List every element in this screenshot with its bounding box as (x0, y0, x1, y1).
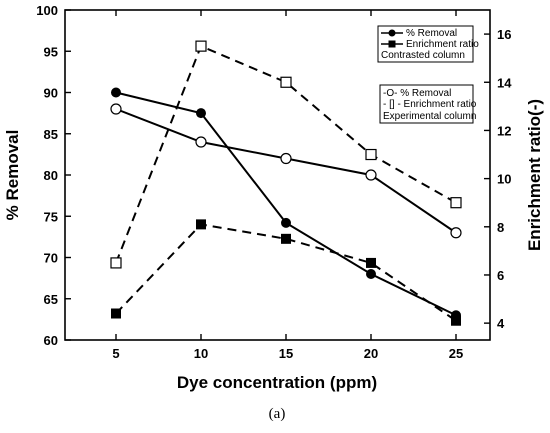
data-point-filled-circle (111, 87, 121, 98)
data-point-open-circle (280, 152, 292, 165)
axis-ticks: 5 10 15 20 25 60 65 70 75 80 85 90 95 100 4 6 8 10 12 14 16 (36, 3, 512, 361)
y-tick-label: 65 (44, 292, 58, 307)
y-tick-label: 85 (44, 127, 58, 142)
data-point-open-square (280, 76, 292, 88)
data-point-filled-square (111, 308, 121, 319)
x-tick-label: 25 (449, 346, 463, 361)
data-point-filled-square (366, 257, 376, 268)
legend-marker-filled-circle (388, 29, 396, 37)
data-point-filled-square (451, 315, 461, 326)
y-tick-label: 95 (44, 44, 58, 59)
x-axis-title: Dye concentration (ppm) (177, 373, 377, 392)
legend-label-enrichment: Enrichment ratio (406, 39, 479, 50)
series-layer (110, 40, 462, 326)
y2-tick-label: 12 (497, 123, 511, 138)
data-point-filled-square (281, 233, 291, 244)
y2-tick-label: 8 (497, 220, 504, 235)
data-point-filled-circle (281, 217, 291, 228)
legend-box (379, 84, 474, 124)
x-tick-label: 20 (364, 346, 378, 361)
series-line-3 (115, 108, 457, 234)
legend-title-contrasted: Contrasted column (381, 50, 465, 61)
data-point-open-square (365, 148, 377, 161)
data-point-open-square (450, 197, 462, 209)
y2-tick-label: 14 (497, 75, 512, 90)
data-point-open-square (110, 257, 122, 269)
series-line-1 (115, 91, 457, 317)
data-point-filled-circle (366, 269, 376, 279)
y2-tick-label: 10 (497, 172, 511, 187)
x-tick-label: 15 (279, 346, 293, 361)
data-point-open-circle (450, 227, 462, 239)
legend-marker-filled-square (388, 40, 396, 48)
y2-tick-label: 4 (497, 316, 505, 331)
data-point-filled-circle (196, 108, 206, 119)
series-line-2 (115, 223, 457, 322)
y-tick-label: 90 (44, 86, 58, 101)
data-point-filled-square (196, 219, 206, 230)
data-point-open-circle (110, 103, 122, 115)
series-line-4 (115, 44, 457, 264)
x-tick-label: 10 (194, 346, 208, 361)
x-tick-label: 5 (112, 346, 119, 361)
y2-tick-label: 16 (497, 27, 511, 42)
figure-caption: (a) (269, 406, 286, 422)
y-tick-label: 80 (44, 168, 58, 183)
y-tick-label: 70 (44, 251, 58, 266)
y-tick-label: 75 (44, 209, 58, 224)
legend-contrasted-column: % Removal Enrichment ratio Contrasted co… (377, 25, 479, 63)
y-tick-label: 60 (44, 333, 58, 348)
data-point-open-circle (195, 136, 207, 148)
data-point-open-square (195, 40, 207, 52)
legend-label-enrichment-open: - [] - Enrichment ratio (383, 99, 477, 110)
legend-label-removal-open: -O- % Removal (383, 88, 451, 99)
y2-tick-label: 6 (497, 268, 504, 283)
y-tick-label: 100 (36, 3, 58, 18)
data-point-open-circle (365, 169, 377, 181)
legend-label-removal: % Removal (406, 28, 457, 39)
y-axis-title: % Removal (3, 130, 22, 221)
legend-title-experimental: Experimental column (383, 111, 476, 122)
y2-axis-title: Enrichment ratio(-) (525, 99, 544, 251)
legend-experimental-column: -O- % Removal - [] - Enrichment ratio Ex… (379, 84, 477, 124)
